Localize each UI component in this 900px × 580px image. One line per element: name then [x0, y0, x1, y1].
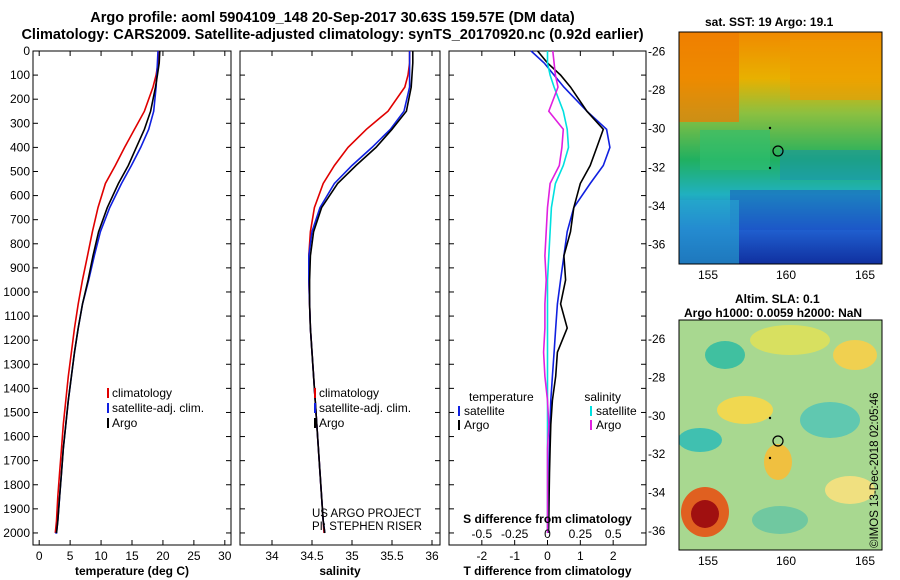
xaxis-label: temperature (deg C): [75, 564, 189, 578]
legend-label: Argo: [596, 418, 622, 432]
map-ytick-label: -36: [648, 238, 666, 252]
map-xtick-label: 155: [698, 268, 718, 282]
ytick-label: 1600: [3, 430, 30, 444]
ytick-label: 1400: [3, 381, 30, 395]
xtick-label: 1: [577, 549, 584, 563]
sla-map-title2: Argo h1000: 0.0059 h2000: NaN: [684, 306, 863, 320]
map-ytick-label: -30: [648, 409, 666, 423]
ytick-label: 500: [10, 164, 30, 178]
xtick-label: 35.5: [380, 549, 404, 563]
map-ytick-label: -36: [648, 524, 666, 538]
ytick-label: 1900: [3, 502, 30, 516]
xtick-label: 0: [36, 549, 43, 563]
panel-frame-temperature: [32, 50, 232, 546]
xtick-label: 35: [345, 549, 359, 563]
legend-title-salinity: salinity: [584, 390, 621, 404]
xtick-label-salinity: 0.5: [605, 527, 622, 541]
map-ytick-label: -32: [648, 447, 666, 461]
map-xtick-label: 165: [855, 554, 875, 568]
legend-label: satellite: [596, 404, 637, 418]
xtick-label: 36: [425, 549, 439, 563]
map-ytick-label: -30: [648, 122, 666, 136]
ytick-label: 800: [10, 237, 30, 251]
figure-title-line2: Climatology: CARS2009. Satellite-adjuste…: [21, 27, 644, 43]
ytick-label: 1300: [3, 357, 30, 371]
ytick-label: 700: [10, 213, 30, 227]
legend-label: climatology: [319, 386, 379, 400]
ytick-label: 900: [10, 261, 30, 275]
ytick-label: 1700: [3, 454, 30, 468]
ytick-label: 1800: [3, 478, 30, 492]
xtick-label: 10: [94, 549, 108, 563]
series-satellite-adj-clim-: [307, 51, 411, 534]
credit-line1: US ARGO PROJECT: [312, 508, 422, 520]
xtick-label-salinity: -0.5: [471, 527, 492, 541]
map-ytick-label: -34: [648, 486, 666, 500]
series-s-argo: [542, 50, 565, 533]
imos-timestamp: ©IMOS 13-Dec-2018 02:05:46: [869, 392, 881, 548]
xtick-label: 15: [125, 549, 139, 563]
map-xtick-label: 165: [855, 268, 875, 282]
figure-title-line1: Argo profile: aoml 5904109_148 20-Sep-20…: [90, 10, 575, 26]
ytick-label: 1200: [3, 333, 30, 347]
legend-label: Argo: [464, 418, 490, 432]
series-argo: [308, 51, 414, 534]
map-ytick-label: -26: [648, 332, 666, 346]
ytick-label: 600: [10, 189, 30, 203]
series-argo: [55, 50, 161, 534]
legend-label: satellite-adj. clim.: [112, 401, 204, 415]
ytick-label: 400: [10, 140, 30, 154]
sst-map-title: sat. SST: 19 Argo: 19.1: [705, 15, 834, 29]
legend-label: Argo: [319, 416, 345, 430]
ytick-label: 100: [10, 68, 30, 82]
ytick-label: 300: [10, 116, 30, 130]
map-xtick-label: 160: [776, 268, 796, 282]
xaxis-label: salinity: [319, 564, 361, 578]
series-t-argo: [536, 50, 605, 534]
ytick-label: 0: [23, 44, 30, 58]
xtick-label: 2: [610, 549, 617, 563]
xaxis-label: T difference from climatology: [463, 564, 631, 578]
series-climatology: [54, 50, 160, 534]
xtick-label: -2: [476, 549, 487, 563]
map-ytick-label: -28: [648, 371, 666, 385]
xtick-label: 25: [187, 549, 201, 563]
xtick-label: 20: [156, 549, 170, 563]
xtick-label-salinity: -0.25: [501, 527, 529, 541]
map-ytick-label: -28: [648, 83, 666, 97]
sla-map: [678, 319, 883, 551]
map-ytick-label: -26: [648, 44, 666, 58]
map-ytick-label: -32: [648, 160, 666, 174]
legend-label: Argo: [112, 416, 138, 430]
map-xtick-label: 155: [698, 554, 718, 568]
xtick-label: 30: [218, 549, 232, 563]
ytick-label: 2000: [3, 526, 30, 540]
ytick-label: 1000: [3, 285, 30, 299]
legend-label: satellite-adj. clim.: [319, 401, 411, 415]
sla-map-title1: Altim. SLA: 0.1: [735, 292, 820, 306]
ytick-label: 200: [10, 92, 30, 106]
xtick-label: -1: [509, 549, 520, 563]
ytick-label: 1500: [3, 405, 30, 419]
ytick-label: 1100: [4, 309, 30, 323]
xtick-label: 5: [67, 549, 74, 563]
xtick-label-salinity: 0.25: [569, 527, 593, 541]
legend-label: climatology: [112, 386, 172, 400]
legend-title-temperature: temperature: [469, 390, 534, 404]
xtick-label: 34.5: [300, 549, 324, 563]
sst-map: [678, 31, 883, 265]
panel-frame-salinity: [239, 50, 441, 546]
xtick-label-salinity: 0: [544, 527, 551, 541]
xaxis-label-salinity: S difference from climatology: [463, 512, 632, 526]
map-ytick-label: -34: [648, 199, 666, 213]
map-xtick-label: 160: [776, 554, 796, 568]
legend-label: satellite: [464, 404, 505, 418]
series-satellite-adj-clim-: [55, 50, 159, 534]
xtick-label: 0: [544, 549, 551, 563]
xtick-label: 34: [265, 549, 279, 563]
credit-line2: PI: STEPHEN RISER: [312, 521, 422, 533]
